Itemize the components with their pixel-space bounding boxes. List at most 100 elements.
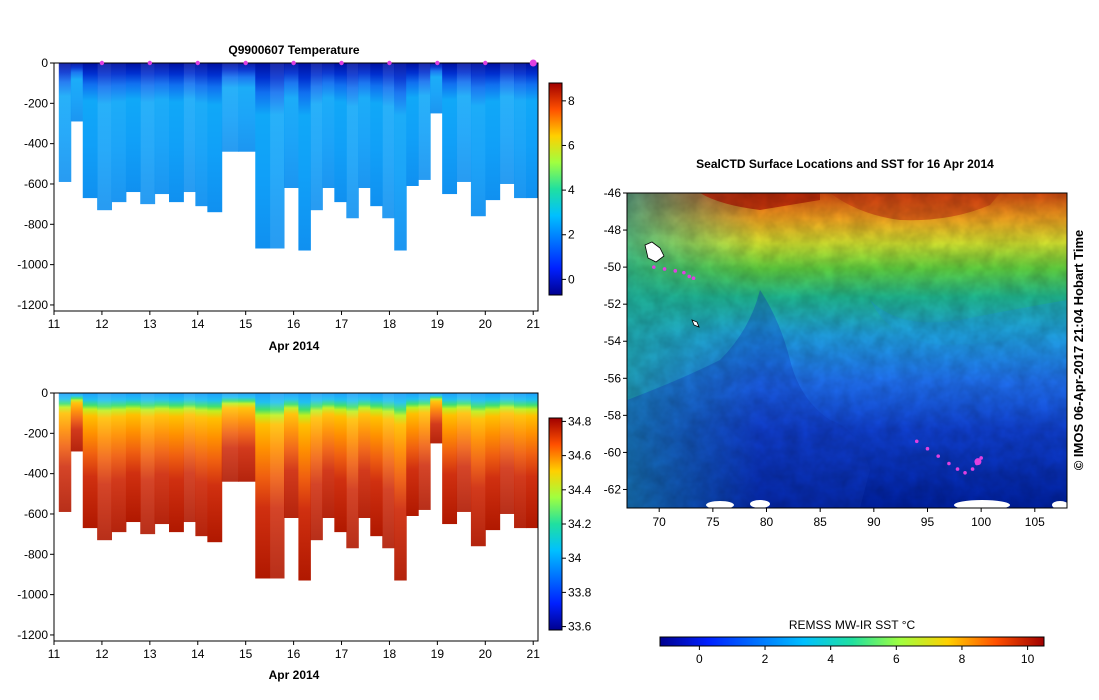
salinity-y-axis: 0 -200 -400 -600 -800 -1000 -1200	[17, 386, 54, 642]
y-tick-label: 0	[41, 56, 48, 70]
y-tick-label: -52	[604, 297, 622, 311]
profile-marker	[291, 60, 296, 66]
profile-column	[334, 63, 347, 203]
profile-column	[111, 393, 127, 533]
sst-colorbar-ticks: 0 2 4 6 8 10	[696, 646, 1035, 666]
profile-column	[485, 63, 501, 201]
profile-column	[169, 393, 184, 533]
x-tick-label: 14	[191, 317, 205, 331]
y-tick-label: -600	[24, 177, 48, 191]
y-tick-label: -200	[24, 96, 48, 110]
x-tick-label: 95	[921, 515, 935, 529]
profile-column	[284, 63, 299, 189]
profile-column	[346, 63, 359, 219]
y-tick-label: -400	[24, 137, 48, 151]
profile-column	[430, 63, 443, 114]
profile-column	[514, 393, 527, 529]
temperature-colorbar	[548, 82, 563, 296]
temperature-y-axis: 0 -200 -400 -600 -800 -1000 -1200	[17, 56, 54, 312]
profile-column	[298, 393, 311, 581]
profile-column	[485, 393, 501, 531]
profile-column	[442, 393, 458, 525]
y-tick-label: -62	[604, 482, 622, 496]
sst-colorbar-label: REMSS MW-IR SST °C	[789, 618, 916, 632]
x-tick-label: 18	[383, 317, 397, 331]
profile-column	[255, 393, 271, 579]
profile-column	[154, 63, 170, 195]
seal-track	[652, 265, 983, 475]
x-tick-label: 11	[48, 317, 61, 331]
y-tick-label: -600	[24, 507, 48, 521]
track-point	[963, 470, 967, 475]
x-tick-label: 21	[527, 647, 541, 661]
profile-column	[394, 393, 407, 581]
profile-column	[111, 63, 127, 203]
profile-column	[526, 393, 538, 529]
profile-column	[221, 393, 239, 482]
x-tick-label: 15	[239, 647, 253, 661]
profile-column	[499, 63, 515, 184]
x-tick-label: 17	[335, 317, 349, 331]
colorbar-tick-label: 34	[568, 551, 582, 565]
profile-column	[183, 393, 196, 523]
salinity-x-axis: 11 12 13 14 15 16 17 18 19 20 21	[48, 641, 540, 661]
profile-column	[310, 63, 323, 211]
profile-marker	[387, 60, 392, 66]
sst-map-title: SealCTD Surface Locations and SST for 16…	[696, 157, 994, 171]
x-tick-label: 70	[653, 515, 667, 529]
profile-marker	[99, 60, 105, 66]
colorbar-tick-label: 10	[1021, 652, 1035, 666]
profile-column	[97, 393, 113, 541]
profile-column	[195, 63, 208, 207]
salinity-axes-frame	[53, 392, 539, 642]
sst-map-panel: SealCTD Surface Locations and SST for 16…	[604, 157, 1086, 666]
profile-column	[470, 63, 486, 217]
profile-marker	[529, 59, 537, 67]
profile-column	[97, 63, 113, 211]
x-tick-label: 13	[143, 647, 157, 661]
x-tick-label: 90	[867, 515, 881, 529]
sst-x-axis: 70 75 80 85 90 95 100 105	[653, 508, 1045, 529]
profile-column	[499, 393, 515, 514]
x-tick-label: 16	[287, 647, 301, 661]
x-tick-label: 80	[760, 515, 774, 529]
profile-column	[298, 63, 311, 251]
profile-column	[430, 393, 443, 444]
profile-marker	[243, 60, 248, 66]
profile-column	[418, 393, 431, 510]
temperature-x-axis: 11 12 13 14 15 16 17 18 19 20 21	[48, 311, 540, 331]
profile-column	[82, 393, 98, 529]
x-tick-label: 85	[813, 515, 827, 529]
x-tick-label: 100	[971, 515, 991, 529]
x-tick-label: 19	[431, 647, 445, 661]
profile-column	[140, 63, 156, 205]
profile-column	[70, 63, 84, 122]
profile-column	[370, 393, 383, 537]
profile-column	[269, 63, 285, 249]
y-tick-label: -48	[604, 223, 622, 237]
temperature-title: Q9900607 Temperature	[228, 43, 360, 57]
profile-column	[70, 393, 84, 452]
profile-column	[310, 393, 323, 541]
x-tick-label: 75	[706, 515, 720, 529]
profile-column	[470, 393, 486, 547]
imos-credit: © IMOS 06-Apr-2017 21:04 Hobart Time	[1071, 230, 1086, 471]
temperature-x-label: Apr 2014	[269, 339, 320, 353]
profile-column	[207, 393, 223, 543]
colorbar-tick-label: 0	[696, 652, 703, 666]
profile-column	[58, 393, 72, 512]
profile-column	[358, 393, 371, 519]
profile-column	[221, 63, 239, 152]
temperature-field	[58, 63, 538, 251]
track-point	[682, 270, 686, 275]
colorbar-tick-label: 34.6	[568, 449, 592, 463]
track-point	[691, 276, 696, 281]
x-tick-label: 12	[95, 647, 109, 661]
y-tick-label: -1000	[17, 258, 48, 272]
y-tick-label: -1000	[17, 588, 48, 602]
y-tick-label: -50	[604, 260, 622, 274]
profile-column	[269, 393, 285, 579]
profile-column	[284, 393, 299, 519]
temperature-axes-frame	[53, 62, 539, 312]
